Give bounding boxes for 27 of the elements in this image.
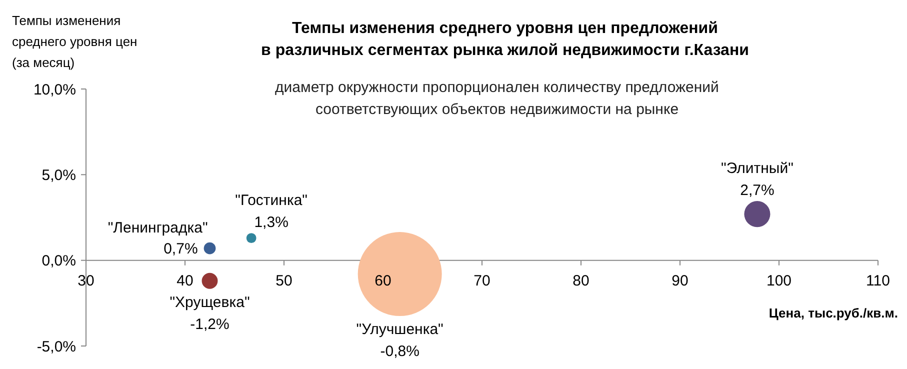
x-tick-label: 30 — [78, 272, 94, 290]
series-label: "Гостинка" — [235, 192, 308, 210]
series-label: "Ленинградка" — [108, 219, 208, 236]
y-tick-label: -5,0% — [36, 338, 76, 356]
x-tick-label: 90 — [672, 272, 688, 290]
y-axis-title: Темпы изменения среднего уровня цен (за месяц) — [12, 13, 138, 70]
y-tick-label: 10,0% — [33, 81, 76, 98]
chart-subtitle: диаметр окружности пропорционален количеству предложений соответствующих объектов недвижимости на рынке — [275, 79, 719, 118]
data-label: 0,7% — [164, 240, 198, 258]
x-tick-label: 100 — [766, 272, 792, 290]
data-label: -1,2% — [190, 316, 230, 333]
x-tick-label: 80 — [572, 272, 590, 290]
x-tick-label: 60 — [374, 272, 392, 290]
y-tick-label: 0,0% — [42, 252, 76, 270]
x-tick-label: 70 — [474, 272, 490, 290]
x-axis-title: Цена, тыс.руб./кв.м. — [768, 305, 898, 320]
x-tick-label: 50 — [276, 272, 292, 290]
chart-title: Темпы изменения среднего уровня цен предложений в различных сегментах рынка жилой недвижимости г.Казани — [261, 20, 749, 59]
series-label: "Хрущевка" — [170, 294, 250, 311]
data-label: 2,7% — [740, 182, 774, 200]
x-tick-label: 40 — [176, 272, 194, 290]
data-label: -0,8% — [380, 343, 420, 360]
text: "Элитный" — [721, 160, 794, 178]
y-tick-label: 5,0% — [42, 166, 76, 184]
series-label: "Улучшенка" — [356, 321, 444, 338]
data-label: 1,3% — [254, 214, 288, 232]
x-tick-label: 110 — [866, 272, 890, 290]
